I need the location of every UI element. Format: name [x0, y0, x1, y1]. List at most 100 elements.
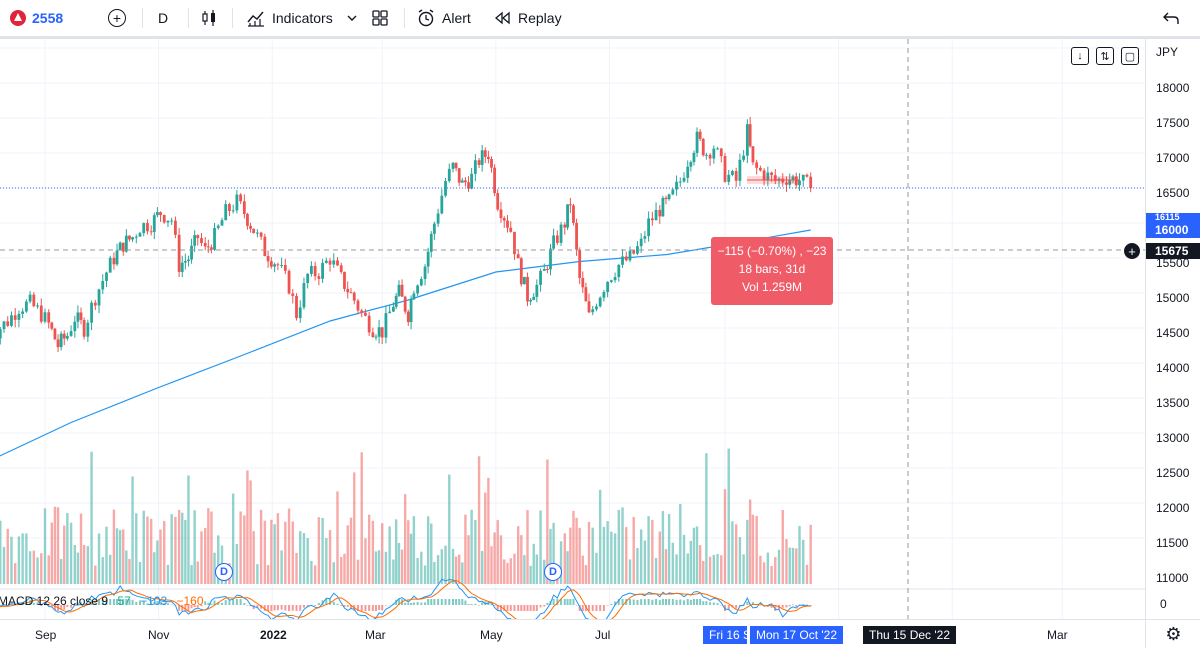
- volume-bar: [50, 522, 54, 584]
- macd-histogram-bar: [50, 605, 53, 608]
- candle-body: [595, 306, 598, 310]
- candle-body: [273, 264, 277, 267]
- candle-body: [32, 294, 36, 307]
- macd-histogram-bar: [464, 600, 467, 605]
- macd-histogram-bar: [228, 600, 231, 605]
- macd-histogram-bar: [481, 602, 484, 605]
- macd-signal-value: −160: [176, 594, 204, 608]
- scroll-down-button[interactable]: ↓: [1071, 47, 1089, 65]
- macd-histogram-bar: [204, 601, 207, 605]
- macd-histogram-bar: [746, 601, 749, 605]
- alarm-clock-icon: [418, 9, 434, 27]
- volume-bar: [94, 565, 97, 584]
- candle-body: [47, 312, 51, 323]
- macd-histogram-bar: [444, 599, 447, 605]
- macd-histogram-bar: [705, 601, 708, 605]
- price-chart[interactable]: [0, 39, 1145, 632]
- chart-type-button[interactable]: [200, 0, 218, 36]
- replay-button[interactable]: Replay: [494, 0, 562, 36]
- volume-bar: [276, 513, 280, 584]
- dividend-badge[interactable]: D: [215, 563, 233, 581]
- candle-body: [118, 242, 122, 251]
- candle-body: [502, 218, 506, 221]
- chart-settings-button[interactable]: ⚙: [1145, 619, 1200, 648]
- indicators-dropdown[interactable]: [346, 0, 358, 36]
- layouts-button[interactable]: [371, 0, 389, 36]
- candle-body: [0, 329, 2, 339]
- macd-histogram-bar: [513, 605, 516, 611]
- candle-body: [324, 260, 328, 263]
- candle-body: [156, 212, 159, 216]
- candle-body: [317, 276, 321, 279]
- undo-button[interactable]: [1162, 0, 1180, 36]
- macd-histogram-bar: [98, 599, 101, 605]
- macd-histogram-bar: [213, 600, 216, 605]
- candle-body: [21, 311, 25, 314]
- maximize-pane-button[interactable]: ▢: [1121, 47, 1139, 65]
- time-tick: Mar: [365, 628, 386, 642]
- volume-bar: [97, 533, 101, 584]
- macd-histogram-bar: [461, 599, 464, 605]
- macd-histogram-bar: [263, 605, 266, 611]
- macd-histogram-bar: [63, 605, 66, 610]
- volume-bar: [517, 526, 520, 584]
- volume-bar: [535, 554, 539, 584]
- candle-body: [591, 309, 595, 313]
- macd-histogram-bar: [291, 605, 294, 611]
- volume-bar: [53, 506, 57, 584]
- indicators-button[interactable]: Indicators: [246, 0, 333, 36]
- volume-bar: [692, 527, 696, 584]
- crosshair-price-tag: 15675: [1146, 243, 1200, 259]
- macd-histogram-bar: [397, 599, 400, 605]
- macd-histogram-bar: [774, 605, 777, 611]
- volume-bars: [0, 448, 812, 584]
- price-tick: 13500: [1156, 396, 1190, 410]
- symbol-selector[interactable]: 2558: [10, 0, 63, 36]
- compare-symbol-button[interactable]: +: [108, 0, 126, 36]
- macd-histogram-bar: [410, 603, 413, 605]
- dividend-badge[interactable]: D: [544, 563, 562, 581]
- macd-histogram-bar: [556, 599, 559, 605]
- candle-body: [457, 168, 461, 183]
- price-tick: 14000: [1156, 361, 1190, 375]
- macd-histogram-bar: [44, 603, 46, 605]
- alert-button[interactable]: Alert: [416, 0, 471, 36]
- chart-pane[interactable]: [0, 39, 1145, 632]
- volume-bar: [0, 520, 2, 584]
- macd-histogram-bar: [131, 599, 134, 605]
- macd-histogram-bar: [256, 605, 259, 609]
- macd-histogram-bar: [196, 605, 199, 608]
- macd-histogram-bar: [112, 599, 115, 605]
- volume-bar: [639, 529, 643, 584]
- macd-histogram-bar: [433, 599, 436, 605]
- candle-body: [280, 264, 284, 266]
- macd-histogram-bar: [388, 604, 391, 606]
- volume-bar: [738, 537, 742, 584]
- volume-bar: [759, 555, 762, 584]
- time-axis[interactable]: Sep Nov 2022 Mar May Jul Mar Fri 16 S Mo…: [0, 619, 1145, 648]
- price-scale[interactable]: JPY 18000 17500 17000 16500 16000 15500 …: [1145, 39, 1200, 619]
- alert-label: Alert: [442, 10, 471, 26]
- volume-bar: [777, 549, 781, 584]
- candle-body: [193, 235, 197, 246]
- macd-histogram-bar: [785, 605, 788, 608]
- currency-label[interactable]: JPY: [1156, 45, 1179, 59]
- collapse-pane-button[interactable]: ⇅: [1096, 47, 1114, 65]
- interval-button[interactable]: D: [158, 0, 168, 36]
- candle-body: [506, 220, 509, 228]
- macd-histogram-bar: [427, 599, 430, 605]
- macd-legend[interactable]: MACD 12 26 close 9 57 −103 −160: [0, 594, 204, 608]
- time-tick: Sep: [35, 628, 57, 642]
- candle-body: [454, 162, 458, 169]
- candle-body: [266, 256, 270, 262]
- toolbar-divider: [142, 8, 143, 28]
- macd-histogram-bar: [692, 599, 695, 605]
- candle-body: [69, 331, 73, 336]
- candle-body: [758, 167, 762, 171]
- volume-bar: [299, 531, 302, 584]
- macd-histogram-bar: [668, 599, 671, 605]
- crosshair-add-button[interactable]: +: [1124, 243, 1140, 259]
- candle-body: [519, 258, 523, 285]
- macd-histogram-bar: [606, 605, 609, 606]
- macd-histogram-bar: [416, 601, 419, 605]
